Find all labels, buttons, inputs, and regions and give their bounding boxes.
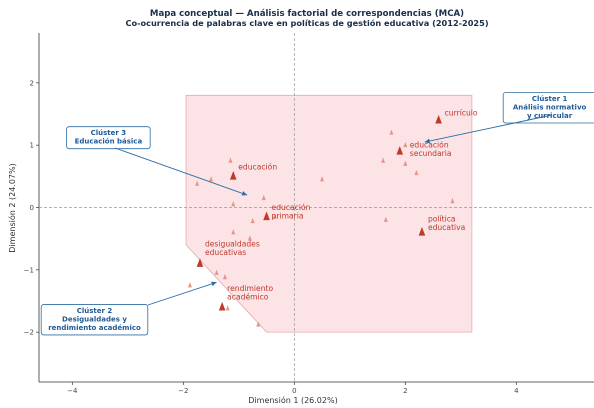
minor-point-marker bbox=[250, 217, 255, 224]
cluster-arrow-head bbox=[424, 138, 431, 144]
keyword-label: política educativa bbox=[428, 214, 465, 232]
minor-point-marker bbox=[450, 198, 455, 204]
minor-point-marker bbox=[272, 213, 277, 219]
minor-point-marker bbox=[320, 176, 325, 182]
x-tick-label: 2 bbox=[403, 387, 407, 395]
keyword-label: currículo bbox=[445, 108, 478, 117]
x-tick-label: −4 bbox=[67, 387, 78, 395]
minor-point-marker bbox=[381, 157, 386, 163]
keyword-marker bbox=[435, 114, 442, 124]
cluster-label: Clúster 2 Desigualdades y rendimiento acad… bbox=[48, 307, 141, 332]
keyword-label: rendimiento académico bbox=[227, 284, 273, 302]
cluster-arrow bbox=[424, 114, 553, 143]
y-tick-label: −2 bbox=[24, 329, 34, 337]
minor-point-marker bbox=[231, 229, 236, 235]
cluster-box bbox=[502, 92, 594, 124]
keyword-label: educación primaria bbox=[272, 203, 311, 221]
minor-point-marker bbox=[225, 305, 230, 311]
plot-area: −4 −2 0 2 4 −2 −1 0 1 2 currículo educación secundar… bbox=[24, 33, 594, 395]
chart-title: Mapa conceptual — Análisis factorial de … bbox=[150, 9, 464, 19]
y-tick-label: 2 bbox=[30, 79, 34, 87]
minor-point-marker bbox=[209, 176, 214, 182]
cluster-arrow-head bbox=[211, 281, 217, 287]
minor-point-marker bbox=[383, 216, 388, 222]
keyword-label: educación bbox=[238, 162, 277, 171]
cluster-arrow bbox=[147, 281, 217, 306]
x-tick-label: 0 bbox=[292, 387, 296, 395]
cluster-label: Clúster 1 Análisis normativo y curricular bbox=[513, 95, 587, 120]
x-axis-label: Dimensión 1 (26.02%) bbox=[248, 395, 337, 404]
minor-point-marker bbox=[222, 274, 227, 280]
minor-point-marker bbox=[231, 201, 236, 207]
y-axis-label: Dimensión 2 (24.07%) bbox=[7, 163, 17, 252]
cluster-box bbox=[40, 304, 149, 336]
minor-point-marker bbox=[195, 180, 200, 186]
cluster-arrow bbox=[114, 147, 248, 196]
chart-subtitle: Co-ocurrencia de palabras clave en polít… bbox=[125, 18, 488, 28]
x-tick-label: 4 bbox=[514, 387, 519, 395]
keyword-marker bbox=[263, 211, 270, 221]
minor-point-marker bbox=[214, 269, 219, 275]
minor-point-marker bbox=[403, 160, 408, 166]
minor-point-marker bbox=[261, 194, 266, 201]
minor-point-marker bbox=[228, 157, 233, 163]
keyword-marker bbox=[218, 301, 226, 311]
y-tick-label: −1 bbox=[24, 266, 34, 274]
minor-point-marker bbox=[187, 282, 192, 288]
keyword-label: educación secundaria bbox=[410, 140, 452, 158]
keyword-marker bbox=[418, 227, 426, 236]
minor-point-marker bbox=[389, 129, 394, 135]
keyword-label: desigualdades educativas bbox=[205, 240, 260, 258]
y-tick-label: 1 bbox=[30, 142, 34, 150]
cluster-box bbox=[66, 126, 151, 150]
y-tick-label: 0 bbox=[30, 204, 34, 212]
keyword-marker bbox=[396, 146, 404, 155]
minor-point-marker bbox=[247, 235, 252, 241]
keyword-marker bbox=[196, 258, 204, 267]
minor-point-marker bbox=[414, 169, 419, 176]
cluster-label: Clúster 3 Educación básica bbox=[75, 129, 143, 146]
x-tick-label: −2 bbox=[178, 387, 188, 395]
keyword-marker bbox=[229, 170, 237, 180]
minor-point-marker bbox=[403, 141, 408, 148]
minor-point-marker bbox=[256, 321, 261, 327]
cluster-arrow-head bbox=[241, 191, 248, 196]
